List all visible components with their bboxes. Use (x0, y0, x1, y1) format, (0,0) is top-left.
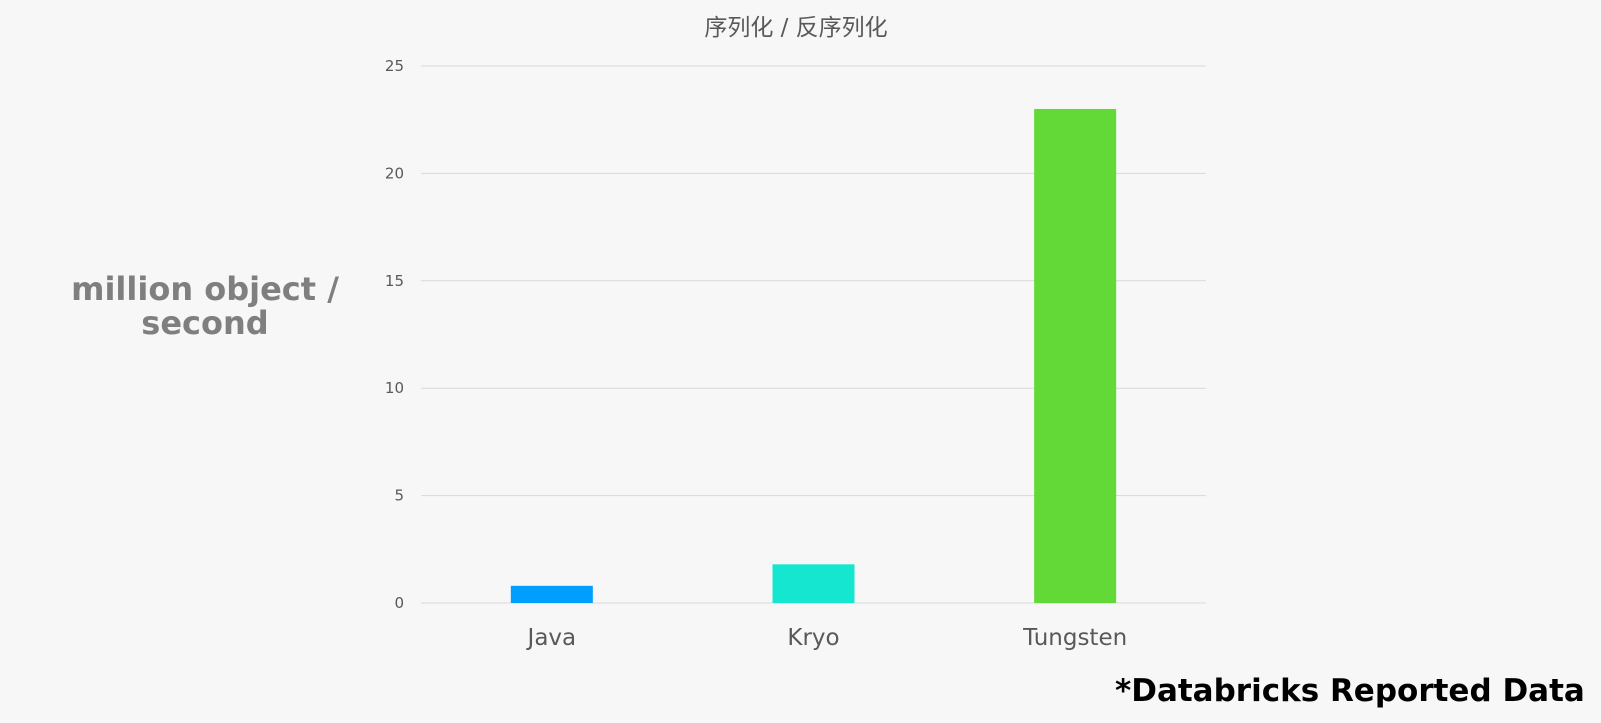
y-tick-label: 20 (385, 164, 404, 182)
x-category-label: Kryo (787, 625, 839, 651)
chart-title: 序列化 / 反序列化 (704, 15, 887, 41)
y-tick-label: 0 (394, 594, 404, 612)
y-tick-label: 5 (394, 487, 404, 505)
x-axis-categories: Java Kryo Tungsten (526, 625, 1128, 651)
y-axis-label: million object / second (71, 270, 339, 342)
bar-java (510, 585, 593, 603)
y-axis-ticks: 0 5 10 15 20 25 (385, 57, 404, 612)
x-category-label: Java (526, 625, 577, 651)
y-tick-label: 10 (385, 379, 404, 397)
x-category-label: Tungsten (1022, 625, 1127, 651)
y-tick-label: 25 (385, 57, 404, 75)
bar-tungsten (1034, 108, 1117, 604)
source-footnote: *Databricks Reported Data (1115, 673, 1585, 709)
bar-kryo (772, 564, 855, 603)
y-tick-label: 15 (385, 272, 404, 290)
bars (510, 108, 1117, 604)
